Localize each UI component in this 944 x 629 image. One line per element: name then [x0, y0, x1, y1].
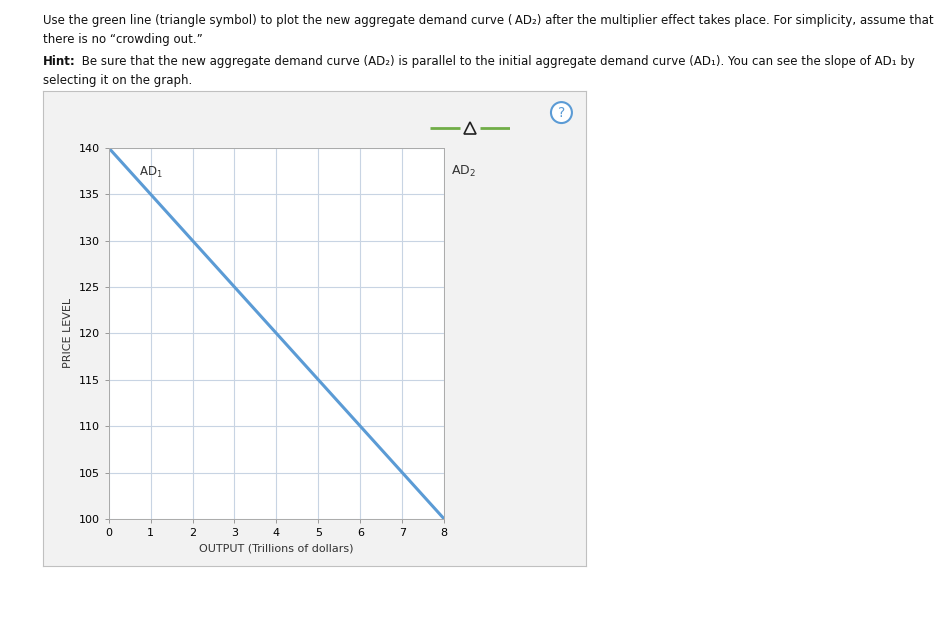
- Y-axis label: PRICE LEVEL: PRICE LEVEL: [63, 298, 73, 369]
- Text: ?: ?: [557, 106, 565, 120]
- Text: Hint:: Hint:: [42, 55, 76, 69]
- Text: Be sure that the new aggregate demand curve (AD₂) is parallel to the initial agg: Be sure that the new aggregate demand cu…: [78, 55, 915, 69]
- Text: Use the green line (triangle symbol) to plot the new aggregate demand curve ( AD: Use the green line (triangle symbol) to …: [42, 14, 932, 27]
- X-axis label: OUTPUT (Trillions of dollars): OUTPUT (Trillions of dollars): [199, 543, 353, 554]
- Text: there is no “crowding out.”: there is no “crowding out.”: [42, 33, 202, 46]
- Text: AD$_2$: AD$_2$: [450, 164, 475, 179]
- Text: selecting it on the graph.: selecting it on the graph.: [42, 74, 192, 87]
- Text: AD$_1$: AD$_1$: [139, 165, 162, 181]
